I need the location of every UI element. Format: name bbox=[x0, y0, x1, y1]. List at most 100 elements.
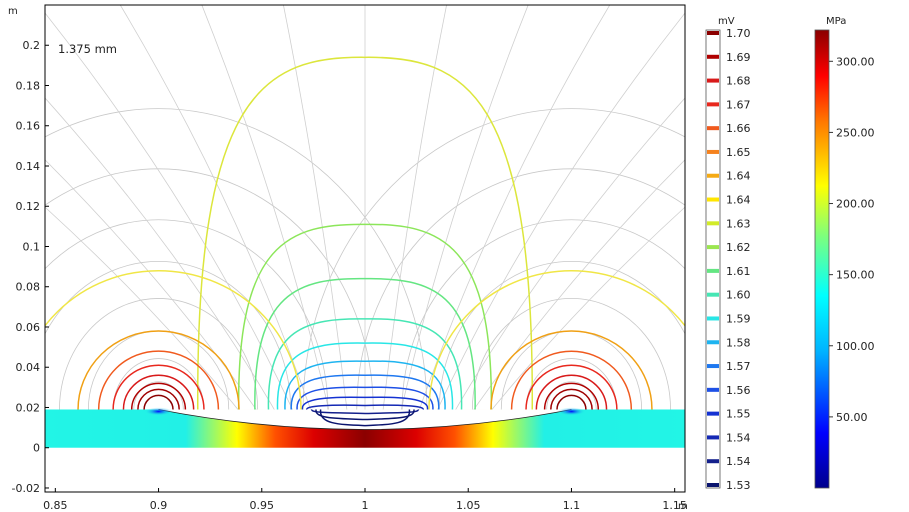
streamline bbox=[414, 5, 611, 424]
streamline bbox=[381, 5, 447, 424]
stress-tick-label: 150.00 bbox=[836, 269, 875, 282]
y-tick-label: 0.2 bbox=[23, 39, 41, 52]
y-tick-label: 0.06 bbox=[16, 321, 41, 334]
potential-legend-label: 1.57 bbox=[726, 360, 751, 373]
potential-contour-center bbox=[197, 56, 533, 410]
potential-legend-label: 1.54 bbox=[726, 455, 751, 468]
stress-tick-label: 200.00 bbox=[836, 198, 875, 211]
x-tick-label: 1.1 bbox=[563, 499, 581, 512]
streamline bbox=[133, 381, 184, 410]
streamline bbox=[438, 260, 685, 410]
potential-legend-swatch bbox=[707, 31, 719, 35]
potential-legend-label: 1.56 bbox=[726, 384, 751, 397]
potential-contour-side bbox=[543, 382, 600, 410]
potential-contour-center bbox=[237, 223, 493, 410]
stress-colorbar bbox=[814, 29, 830, 489]
streamline bbox=[401, 219, 685, 410]
potential-legend-swatch bbox=[707, 102, 719, 107]
potential-legend-label: 1.53 bbox=[726, 479, 751, 492]
y-tick-label: 0.14 bbox=[16, 160, 41, 173]
potential-contour-side bbox=[550, 388, 593, 410]
potential-legend-label: 1.62 bbox=[726, 241, 751, 254]
x-tick-label: 1.05 bbox=[456, 499, 481, 512]
streamline bbox=[500, 330, 643, 410]
streamline bbox=[45, 219, 329, 410]
stress-tick-label: 250.00 bbox=[836, 126, 875, 139]
potential-legend-swatch bbox=[707, 268, 719, 273]
potential-contour-side bbox=[490, 330, 653, 410]
streamline bbox=[87, 330, 230, 410]
streamline bbox=[45, 159, 267, 424]
streamline bbox=[546, 381, 597, 410]
potential-contour-center bbox=[284, 360, 446, 410]
streamline bbox=[302, 108, 685, 410]
potential-legend-label: 1.68 bbox=[726, 75, 751, 88]
y-tick-label: 0.18 bbox=[16, 79, 41, 92]
potential-contour-center bbox=[306, 404, 424, 411]
potential-legend-label: 1.64 bbox=[726, 194, 751, 207]
x-unit-label: m bbox=[678, 501, 688, 512]
potential-contour-center bbox=[319, 409, 411, 427]
potential-legend-swatch bbox=[707, 316, 719, 321]
potential-unit-label: mV bbox=[718, 16, 735, 27]
potential-legend-label: 1.63 bbox=[726, 217, 751, 230]
potential-contour-center bbox=[276, 342, 454, 410]
stress-tick-label: 300.00 bbox=[836, 55, 875, 68]
y-tick-label: 0.16 bbox=[16, 120, 41, 133]
streamline bbox=[447, 97, 685, 424]
streamline bbox=[45, 12, 300, 424]
x-tick-label: 0.85 bbox=[43, 499, 68, 512]
potential-legend-swatch bbox=[707, 78, 719, 83]
potential-legend-swatch bbox=[707, 221, 719, 226]
potential-contour-side bbox=[45, 270, 302, 410]
potential-legend-swatch bbox=[707, 54, 719, 59]
y-axis: -0.02 0 0.02 0.04 0.06 0.08 0.1 0.12 0.14 0.16 0.1… bbox=[12, 39, 49, 495]
potential-legend-swatch bbox=[707, 459, 719, 464]
potential-legend-swatch bbox=[707, 197, 719, 202]
potential-contour-side bbox=[130, 382, 187, 410]
x-tick-label: 0.9 bbox=[150, 499, 168, 512]
potential-contour-side bbox=[122, 374, 195, 410]
stress-tick-label: 50.00 bbox=[836, 411, 868, 424]
streamline bbox=[45, 261, 292, 410]
potential-legend-swatch bbox=[707, 483, 719, 487]
potential-legend-label: 1.54 bbox=[726, 431, 751, 444]
potential-legend-label: 1.70 bbox=[726, 27, 751, 40]
potential-contour-center bbox=[267, 318, 463, 410]
streamline bbox=[45, 108, 428, 410]
streamline bbox=[45, 97, 283, 424]
potential-legend-label: 1.58 bbox=[726, 336, 751, 349]
potential-contour-side bbox=[525, 364, 618, 410]
potential-contour-side bbox=[143, 394, 174, 410]
y-tick-label: 0.08 bbox=[16, 281, 41, 294]
streamline bbox=[45, 168, 374, 410]
streamline bbox=[356, 169, 685, 410]
streamline bbox=[59, 298, 259, 410]
potential-legend-swatch bbox=[707, 245, 719, 250]
potential-legend-swatch bbox=[707, 387, 719, 392]
stress-legend: MPa 300.00 250.00 200.00 150.00 100.00 50.00 bbox=[814, 16, 875, 489]
potential-legend-swatch bbox=[707, 126, 719, 131]
y-tick-label: 0 bbox=[33, 442, 40, 455]
potential-legend-label: 1.55 bbox=[726, 408, 751, 421]
stress-tick-label: 100.00 bbox=[836, 340, 875, 353]
potential-legend-label: 1.65 bbox=[726, 146, 751, 159]
potential-legend: mV 1.70 1.69 1.68 1.67 1.66 1.65 1.64 1.64 1.63 1… bbox=[705, 16, 751, 492]
potential-contour-center bbox=[315, 409, 415, 421]
crack-tip-left bbox=[144, 407, 173, 416]
crack-tip-right bbox=[557, 407, 586, 416]
x-tick-label: 0.95 bbox=[250, 499, 275, 512]
crack-edge bbox=[158, 409, 572, 430]
streamline bbox=[471, 298, 671, 410]
streamline bbox=[119, 5, 316, 424]
potential-legend-label: 1.67 bbox=[726, 98, 751, 111]
potential-contour-center bbox=[301, 396, 429, 410]
potential-legend-frame bbox=[705, 29, 721, 489]
potential-contour-side bbox=[112, 364, 205, 410]
streamline bbox=[525, 358, 618, 410]
potential-legend-label: 1.64 bbox=[726, 170, 751, 183]
y-tick-label: 0.1 bbox=[23, 240, 41, 253]
potential-contours bbox=[45, 56, 685, 427]
potential-legend-swatch bbox=[707, 364, 719, 369]
